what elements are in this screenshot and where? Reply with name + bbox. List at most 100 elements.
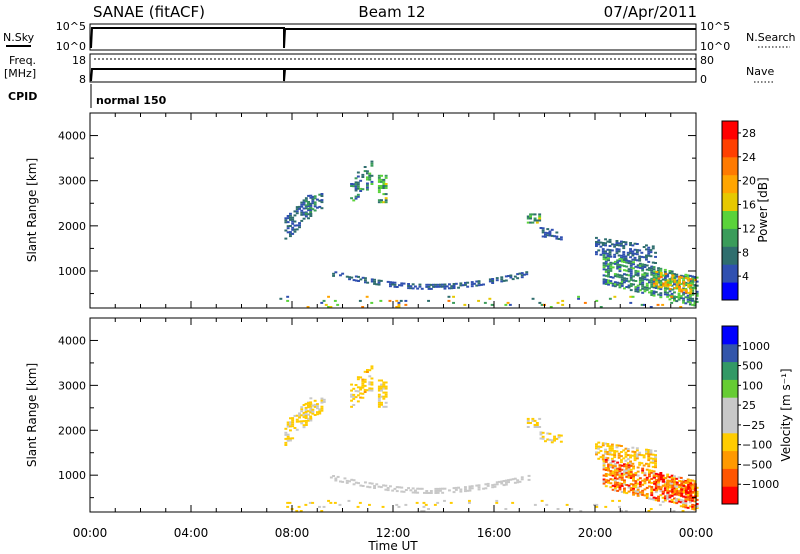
- heatmap-cell: [286, 231, 290, 234]
- heatmap-cell: [684, 277, 688, 280]
- heatmap-cell: [368, 503, 371, 506]
- heatmap-cell: [629, 274, 633, 277]
- heatmap-cell: [625, 277, 629, 280]
- heatmap-cell: [352, 185, 356, 188]
- heatmap-cell: [675, 287, 679, 290]
- heatmap-cell: [649, 508, 653, 510]
- heatmap-cell: [523, 273, 526, 276]
- heatmap-cell: [291, 425, 295, 428]
- heatmap-cell: [295, 208, 299, 211]
- heatmap-cell: [539, 431, 543, 434]
- heatmap-cell: [356, 386, 360, 389]
- heatmap-cell: [602, 262, 606, 265]
- heatmap-cell: [366, 485, 370, 488]
- cpid-label: CPID: [8, 90, 37, 103]
- heatmap-cell: [629, 250, 632, 253]
- heatmap-cell: [649, 249, 653, 252]
- heatmap-cell: [620, 474, 624, 477]
- heatmap-cell: [475, 280, 479, 283]
- heatmap-cell: [531, 213, 535, 216]
- heatmap-cell: [629, 252, 632, 255]
- heatmap-cell: [354, 187, 358, 190]
- heatmap-cell: [500, 280, 504, 283]
- heatmap-cell: [352, 404, 356, 406]
- heatmap-cell: [577, 297, 580, 300]
- heatmap-cell: [694, 493, 697, 496]
- heatmap-cell: [645, 452, 648, 455]
- heatmap-cell: [686, 478, 690, 481]
- heatmap-cell: [688, 501, 692, 504]
- heatmap-cell: [609, 474, 613, 477]
- heatmap-cell: [629, 283, 633, 285]
- heatmap-cell: [686, 276, 690, 279]
- heatmap-cell: [625, 259, 629, 262]
- heatmap-cell: [659, 486, 663, 489]
- heatmap-cell: [662, 282, 666, 285]
- heatmap-cell: [659, 292, 663, 295]
- heatmap-cell: [311, 196, 315, 198]
- heatmap-cell: [626, 462, 630, 465]
- heatmap-cell: [377, 189, 381, 192]
- heatmap-cell: [400, 486, 404, 489]
- heatmap-cell: [662, 478, 666, 481]
- heatmap-cell: [673, 481, 677, 483]
- heatmap-cell: [681, 510, 685, 512]
- heatmap-cell: [623, 491, 626, 494]
- y-tick-label: 4000: [58, 334, 86, 347]
- heatmap-cell: [650, 267, 654, 270]
- heatmap-cell: [691, 291, 695, 294]
- heatmap-cell: [404, 299, 408, 302]
- heatmap-cell: [288, 501, 292, 504]
- heatmap-cell: [356, 171, 360, 174]
- heatmap-cell: [629, 268, 633, 271]
- heatmap-cell: [597, 241, 601, 244]
- heatmap-cell: [607, 473, 610, 476]
- heatmap-cell: [595, 245, 598, 247]
- heatmap-cell: [391, 281, 395, 284]
- heatmap-cell: [609, 263, 613, 266]
- heatmap-cell: [610, 457, 614, 460]
- heatmap-cell: [622, 257, 626, 260]
- heatmap-cell: [607, 263, 610, 266]
- heatmap-cell: [339, 480, 342, 483]
- heatmap-cell: [670, 501, 674, 503]
- heatmap-cell: [364, 481, 367, 484]
- heatmap-cell: [316, 198, 319, 201]
- heatmap-cell: [602, 462, 606, 465]
- heatmap-cell: [427, 492, 431, 494]
- heatmap-cell: [609, 269, 613, 272]
- heatmap-cell: [695, 284, 699, 287]
- heatmap-cell: [620, 491, 624, 493]
- colorbar-swatch: [722, 468, 738, 487]
- heatmap-cell: [291, 232, 295, 235]
- heatmap-cell: [659, 284, 663, 286]
- heatmap-cell: [687, 485, 691, 488]
- heatmap-cell: [638, 249, 642, 252]
- heatmap-cell: [670, 494, 674, 497]
- heatmap-cell: [680, 276, 684, 279]
- heatmap-cell: [632, 479, 635, 482]
- heatmap-cell: [645, 248, 648, 251]
- heatmap-cell: [609, 472, 613, 475]
- heatmap-cell: [613, 471, 617, 474]
- heatmap-cell: [411, 487, 415, 490]
- heatmap-cell: [307, 417, 310, 420]
- heatmap-cell: [687, 494, 691, 496]
- heatmap-cell: [675, 281, 679, 284]
- heatmap-cell: [652, 472, 656, 475]
- heatmap-cell: [526, 417, 530, 420]
- heatmap-cell: [689, 494, 693, 497]
- heatmap-cell: [356, 390, 360, 393]
- heatmap-cell: [609, 282, 613, 285]
- heatmap-cell: [601, 248, 605, 251]
- heatmap-cell: [289, 421, 292, 424]
- heatmap-cell: [636, 494, 640, 497]
- heatmap-cell: [629, 475, 633, 477]
- heatmap-cell: [640, 303, 644, 306]
- heatmap-cell: [668, 278, 672, 281]
- heatmap-cell: [415, 501, 419, 504]
- heatmap-cell: [550, 234, 554, 237]
- heatmap-cell: [662, 484, 666, 487]
- heatmap-cell: [504, 479, 508, 482]
- heatmap-cell: [663, 289, 667, 292]
